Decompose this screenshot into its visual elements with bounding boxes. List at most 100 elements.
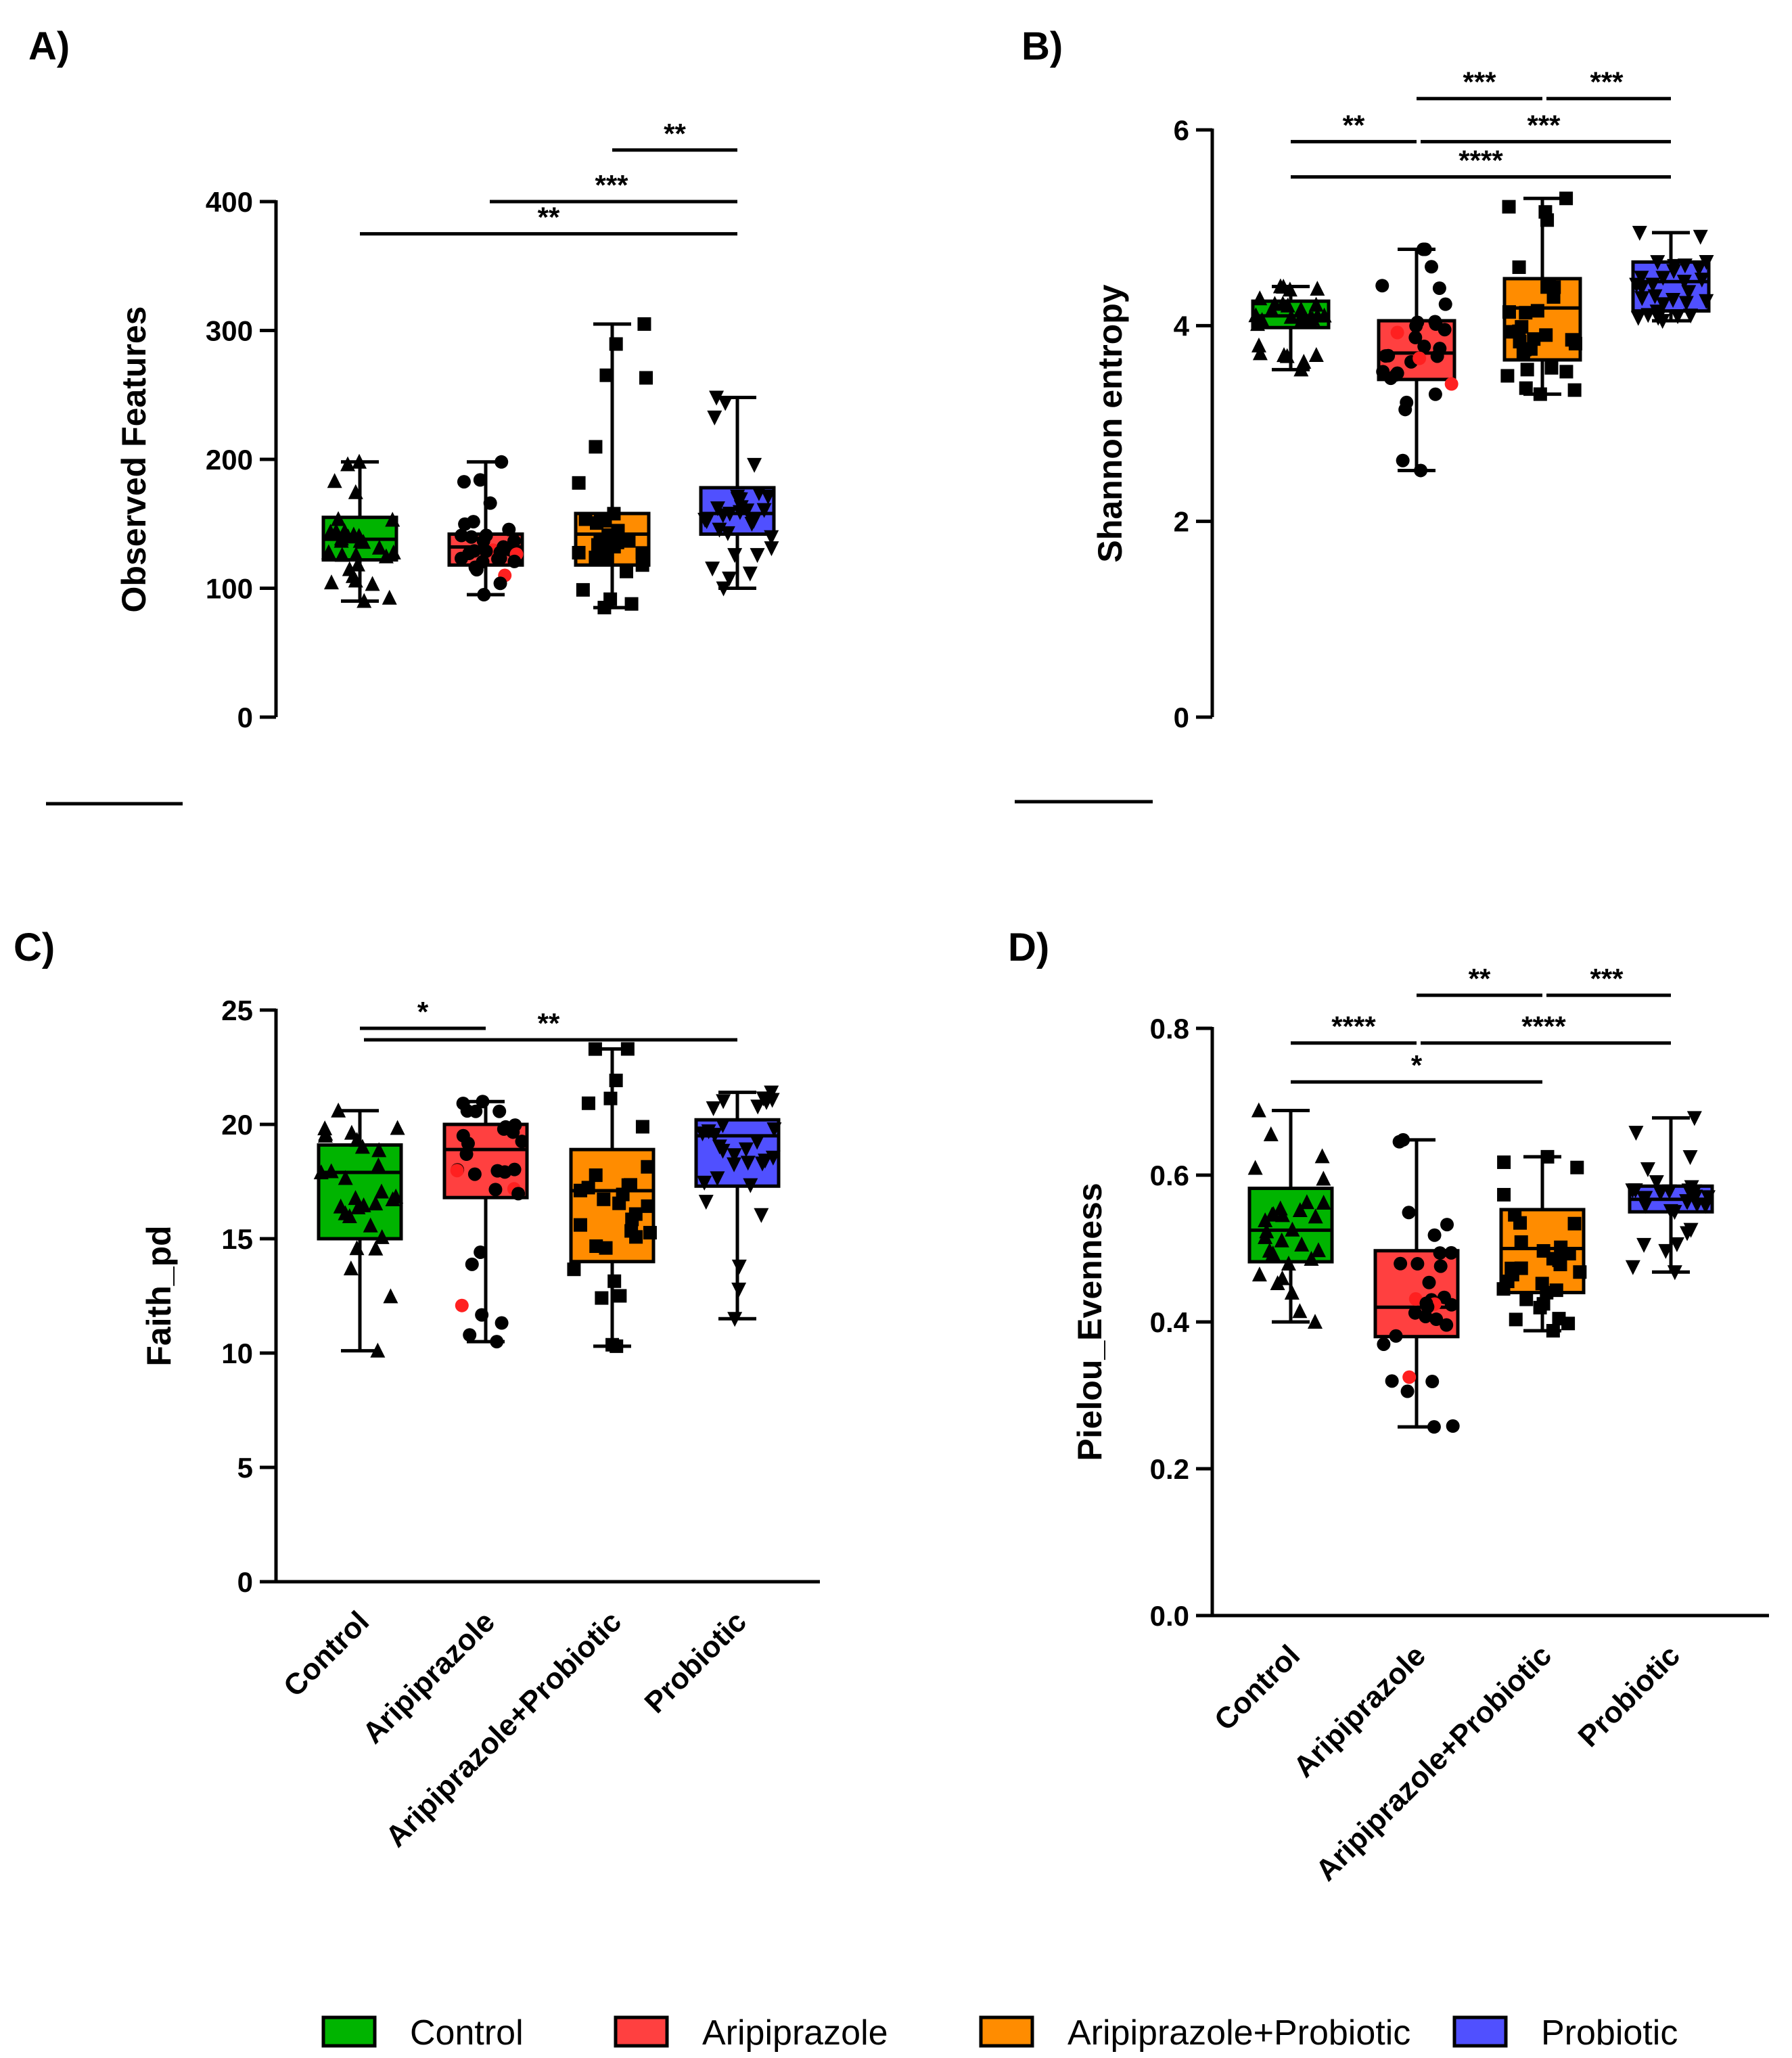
box-control (321, 453, 401, 608)
data-point (492, 1104, 507, 1118)
data-point (1567, 383, 1582, 397)
data-point (456, 1096, 470, 1110)
data-point (334, 547, 350, 562)
y-tick-label: 100 (206, 573, 253, 605)
data-point (1546, 1324, 1560, 1338)
data-point (1433, 342, 1447, 356)
data-point (1693, 229, 1708, 245)
data-point (1283, 308, 1299, 324)
data-point (716, 1094, 731, 1110)
data-point (1677, 258, 1693, 274)
data-point (1636, 1191, 1652, 1207)
data-point (766, 1122, 782, 1137)
data-point (371, 1157, 386, 1172)
data-point (1670, 309, 1686, 325)
data-point (1270, 1275, 1285, 1290)
data-point (1252, 345, 1268, 361)
significance-label: ** (664, 118, 686, 150)
data-point (641, 1160, 655, 1174)
panel-label: B) (1021, 24, 1063, 68)
significance-label: **** (1331, 1011, 1376, 1043)
data-point (1645, 277, 1661, 293)
y-tick-label: 15 (221, 1223, 253, 1255)
data-point (1699, 294, 1714, 309)
significance-label: *** (1590, 963, 1624, 994)
data-point (1433, 1259, 1448, 1273)
data-point (613, 1289, 627, 1303)
data-point (370, 1342, 386, 1358)
box-probiotic (1629, 225, 1714, 329)
data-point (637, 317, 651, 331)
data-point (1500, 369, 1515, 383)
data-point (589, 440, 603, 454)
x-tick-label: Control (1208, 1639, 1306, 1737)
significance-label: *** (1463, 66, 1496, 98)
data-point (1247, 1160, 1263, 1175)
data-point (1274, 1232, 1289, 1248)
data-point (601, 534, 615, 548)
data-point (731, 1282, 747, 1298)
data-point (576, 582, 590, 597)
legend-swatch (614, 2015, 669, 2048)
data-point (1634, 291, 1650, 306)
data-point (1649, 1175, 1664, 1191)
data-point (349, 1132, 365, 1147)
data-point (641, 1199, 655, 1213)
data-point (616, 1187, 630, 1202)
data-point (1512, 324, 1526, 338)
y-tick-label: 0.8 (1150, 1013, 1189, 1045)
data-point (738, 1142, 754, 1158)
data-point (1427, 1420, 1441, 1434)
data-point (1251, 337, 1266, 352)
y-tick-label: 4 (1174, 310, 1190, 342)
data-point (363, 1217, 378, 1233)
data-point (1258, 1212, 1273, 1227)
data-point (1647, 289, 1663, 304)
data-point (605, 1337, 620, 1352)
data-point (368, 1240, 384, 1256)
data-point (712, 1139, 727, 1155)
data-point (1293, 361, 1309, 377)
data-point (1661, 1184, 1677, 1199)
data-point (1540, 1285, 1554, 1300)
data-point (1292, 1202, 1308, 1218)
data-point (350, 556, 365, 572)
data-point (716, 581, 731, 597)
data-point (1573, 1265, 1587, 1279)
y-tick-label: 20 (221, 1109, 253, 1141)
data-point (742, 566, 758, 582)
data-point (456, 1128, 470, 1143)
data-point (603, 592, 618, 606)
significance-label: * (1411, 1049, 1423, 1081)
data-point (1683, 308, 1699, 324)
y-tick-label: 0 (1174, 702, 1189, 733)
data-point (483, 496, 497, 510)
data-point (507, 1162, 522, 1176)
data-point (747, 457, 762, 473)
box-probiotic (1625, 1111, 1716, 1281)
data-point (490, 1335, 504, 1349)
data-point (1377, 1337, 1391, 1351)
data-point (764, 1093, 780, 1108)
data-point (1658, 1243, 1674, 1259)
data-point (474, 1245, 488, 1259)
data-point (707, 410, 722, 426)
data-point (1275, 296, 1291, 311)
legend-item-control: Control (321, 2013, 524, 2053)
data-point (1640, 308, 1656, 323)
box-aripiprazole (447, 455, 524, 602)
data-point (1316, 307, 1332, 323)
data-point (1425, 1375, 1440, 1389)
data-point (1509, 1312, 1523, 1327)
data-point (1438, 297, 1452, 311)
data-point (1299, 1194, 1314, 1210)
data-point (715, 508, 731, 524)
data-point (313, 1164, 329, 1180)
box-aripiprazole (1375, 242, 1458, 478)
box-control (1248, 278, 1332, 377)
data-point (635, 546, 649, 560)
data-point (1422, 1275, 1436, 1289)
y-tick-label: 0.0 (1150, 1600, 1189, 1632)
